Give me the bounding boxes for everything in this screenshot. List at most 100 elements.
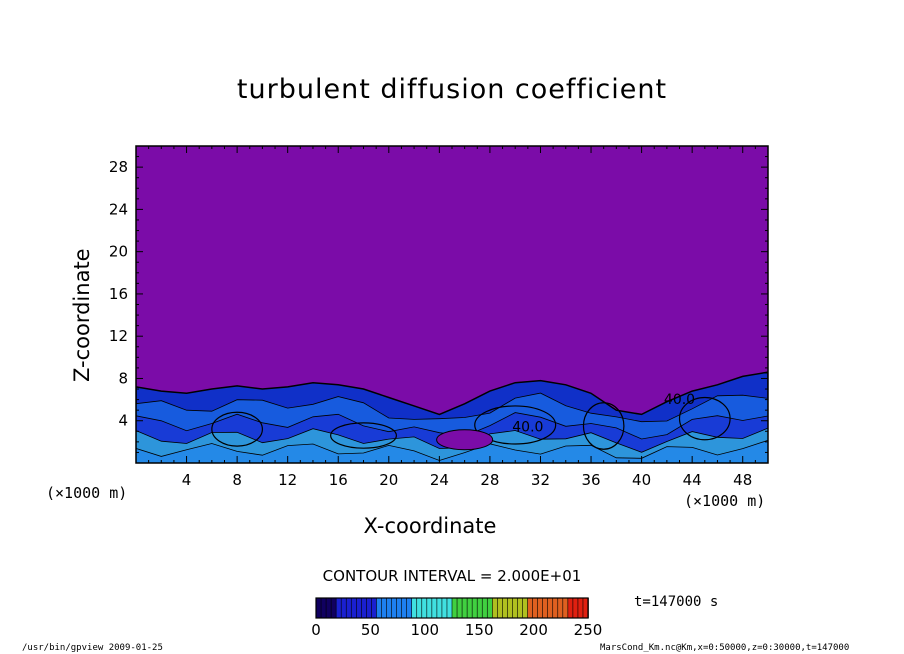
- colorbar-tick-label: 150: [465, 621, 494, 639]
- colorbar-segment: [406, 597, 413, 619]
- x-tick-label: 16: [329, 471, 348, 489]
- colorbar-segment: [381, 597, 388, 619]
- intrusion-region: [436, 429, 494, 451]
- x-tick-label: 12: [278, 471, 297, 489]
- footer-program-date: /usr/bin/gpview 2009-01-25: [22, 643, 163, 653]
- colorbar-tick-label: 50: [361, 621, 380, 639]
- colorbar-segment: [481, 597, 489, 619]
- colorbar-segment: [371, 597, 378, 619]
- x-axis: 4 8 12 16 20 24 28 32 36 40 44 48: [148, 146, 756, 489]
- eddy-contour: [474, 405, 557, 445]
- x-axis-label: X-coordinate: [363, 514, 497, 538]
- x-tick-label: 4: [182, 471, 192, 489]
- colorbar-segment: [476, 597, 484, 619]
- colorbar-segment: [340, 597, 348, 619]
- colorbar-segment: [577, 597, 584, 619]
- y-axis: 4 8 12 16 20 24 28: [109, 156, 768, 453]
- y-axis-label: Z-coordinate: [70, 248, 94, 382]
- colorbar-segment: [466, 597, 473, 619]
- colorbar-segment: [486, 597, 494, 619]
- colorbar-tick-label: 100: [410, 621, 439, 639]
- colorbar-segment: [416, 597, 423, 619]
- colorbar-segment: [491, 597, 499, 619]
- x-tick-label: 32: [531, 471, 550, 489]
- colorbar-segment: [562, 597, 569, 619]
- colorbar-segment: [441, 597, 448, 619]
- contour-interval-label: CONTOUR INTERVAL = 2.000E+01: [322, 567, 582, 585]
- x-tick-label: 44: [683, 471, 702, 489]
- x-tick-label: 48: [733, 471, 752, 489]
- colorbar-segment: [330, 597, 337, 619]
- eddy-contour: [211, 411, 263, 447]
- turbulence-band: [136, 439, 768, 463]
- y-tick-label: 20: [109, 243, 128, 261]
- x-tick-label: 24: [430, 471, 449, 489]
- colorbar-tick-label: 200: [519, 621, 548, 639]
- time-label: t=147000 s: [634, 594, 719, 610]
- colorbar-segment: [547, 597, 554, 619]
- footer-data-source: MarsCond_Km.nc@Km,x=0:50000,z=0:30000,t=…: [600, 643, 850, 653]
- y-tick-label: 16: [109, 285, 128, 303]
- colorbar-segment: [502, 597, 509, 619]
- colorbar-segment: [446, 597, 453, 619]
- colorbar-segment: [567, 597, 574, 619]
- y-tick-label: 12: [109, 327, 128, 345]
- y-tick-label: 4: [118, 412, 128, 430]
- colorbar-segment: [426, 597, 433, 619]
- x-unit-label-right: (×1000 m): [684, 492, 766, 510]
- colorbar-segment: [366, 597, 373, 619]
- contour-label: 40.0: [512, 419, 543, 435]
- colorbar-segment: [431, 597, 438, 619]
- colorbar-segment: [401, 597, 408, 619]
- plot-area: 40.0 40.0: [135, 145, 769, 464]
- colorbar-segment: [522, 597, 529, 619]
- colorbar-tick-label: 0: [311, 621, 321, 639]
- colorbar-segment: [335, 597, 342, 619]
- colorbar-segment: [386, 597, 393, 619]
- colorbar-segment: [497, 597, 504, 619]
- colorbar-frame: [315, 597, 589, 619]
- y-tick-label: 28: [109, 158, 128, 176]
- colorbar-segment: [517, 597, 524, 619]
- colorbar: 0 50 100 150 200 250: [311, 597, 603, 639]
- colorbar-segment: [345, 597, 353, 619]
- colorbar-segment: [451, 597, 458, 619]
- colorbar-segment: [456, 597, 463, 619]
- eddy-contour: [582, 402, 625, 450]
- x-tick-label: 36: [581, 471, 600, 489]
- colorbar-segment: [572, 597, 579, 619]
- colorbar-segment: [376, 597, 383, 619]
- x-tick-label: 8: [232, 471, 242, 489]
- colorbar-segment: [421, 597, 428, 619]
- x-tick-label: 40: [632, 471, 651, 489]
- colorbar-segment: [325, 597, 332, 619]
- colorbar-segment: [512, 597, 519, 619]
- colorbar-segment: [507, 597, 514, 619]
- colorbar-segment: [542, 597, 549, 619]
- colorbar-segment: [552, 597, 559, 619]
- colorbar-segment: [411, 597, 418, 619]
- x-tick-label: 28: [480, 471, 499, 489]
- colorbar-segment: [391, 597, 398, 619]
- colorbar-segment: [350, 597, 358, 619]
- y-tick-label: 24: [109, 200, 128, 218]
- colorbar-segment: [557, 597, 564, 619]
- chart-title: turbulent diffusion coefficient: [236, 74, 668, 105]
- colorbar-segment: [436, 597, 443, 619]
- contour-label: 40.0: [664, 392, 695, 408]
- colorbar-segment: [320, 597, 327, 619]
- colorbar-segment: [361, 597, 368, 619]
- y-tick-label: 8: [118, 369, 128, 387]
- colorbar-segment: [461, 597, 468, 619]
- eddy-contour: [678, 396, 731, 441]
- colorbar-segment: [355, 597, 363, 619]
- eddy-contour: [330, 422, 397, 449]
- colorbar-segment: [527, 597, 534, 619]
- turbulent-layer: 40.0 40.0: [136, 371, 768, 463]
- x-unit-label-left: (×1000 m): [46, 484, 128, 502]
- colorbar-segment: [537, 597, 544, 619]
- colorbar-segment: [396, 597, 403, 619]
- colorbar-tick-label: 250: [574, 621, 603, 639]
- colorbar-segment: [315, 597, 322, 619]
